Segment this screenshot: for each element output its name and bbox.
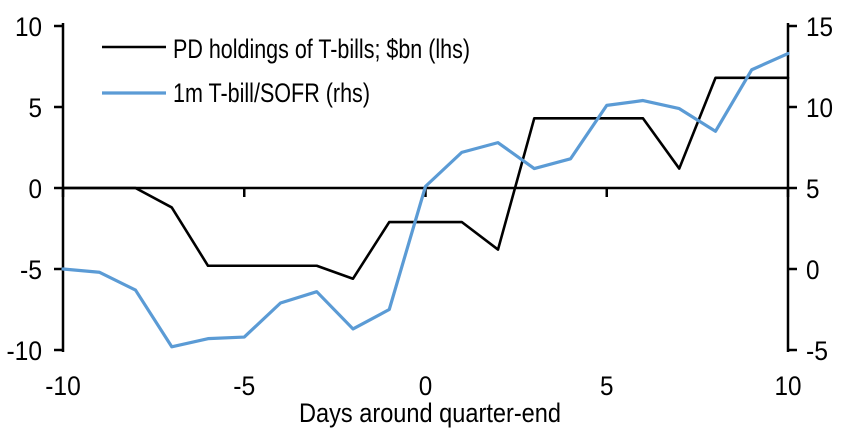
legend-label-pd-holdings: PD holdings of T-bills; $bn (lhs) [173, 34, 470, 64]
left-axis-tick-label: -10 [7, 336, 43, 366]
x-axis-tick-label: -10 [45, 371, 81, 401]
left-axis-tick-label: 10 [15, 12, 42, 42]
right-axis-tick-label: 15 [806, 12, 833, 42]
x-axis-tick-label: -5 [233, 371, 255, 401]
right-axis-tick-label: 5 [806, 174, 820, 204]
legend-label-tbill-sofr: 1m T-bill/SOFR (rhs) [173, 78, 370, 108]
right-axis-tick-label: 0 [806, 255, 820, 285]
left-axis-tick-label: 0 [29, 174, 43, 204]
x-axis-title: Days around quarter-end [299, 398, 561, 428]
legend: PD holdings of T-bills; $bn (lhs) 1m T-b… [102, 34, 470, 108]
axis-tick-labels: 10 5 0 -5 -10 15 10 5 0 -5 -10 -5 0 5 10 [7, 12, 834, 401]
series-lines [61, 51, 790, 349]
left-axis-tick-label: -5 [20, 255, 42, 285]
right-axis-tick-label: 10 [806, 93, 833, 123]
right-axis-tick-label: -5 [806, 336, 828, 366]
left-axis-tick-label: 5 [29, 93, 43, 123]
x-axis-tick-label: 0 [419, 371, 433, 401]
x-axis-tick-label: 10 [775, 371, 802, 401]
x-axis-tick-label: 5 [600, 371, 614, 401]
series-line-tbill-sofr [61, 51, 790, 349]
series-line-pd-holdings [61, 76, 790, 281]
